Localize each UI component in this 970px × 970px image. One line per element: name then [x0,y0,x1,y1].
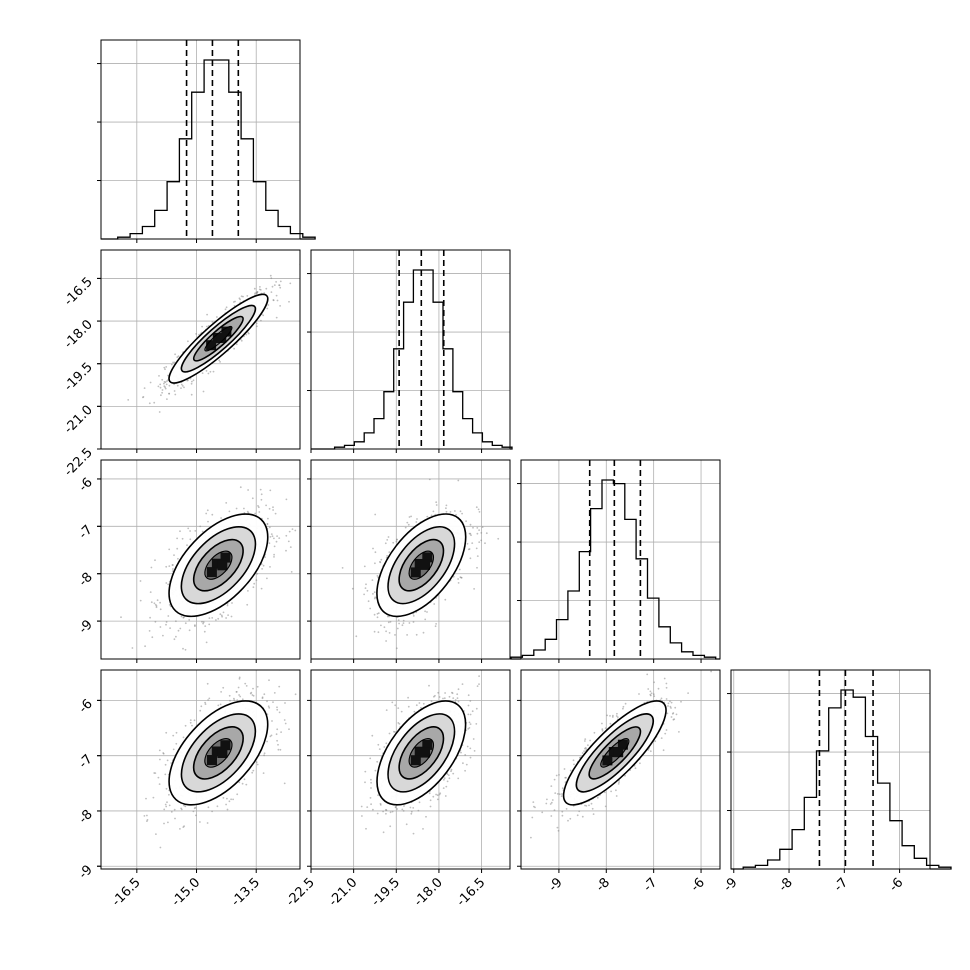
x-tick-label: -6 [887,875,907,895]
x-tick-label: -8 [776,875,796,895]
y-tick-label: -7 [76,523,96,543]
histogram-panel [310,249,511,450]
x-tick-label: -16.5 [454,875,488,909]
x-tick-label: -13.5 [229,875,263,909]
y-tick-label: -9 [76,862,96,882]
y-tick-label: -16.5 [61,275,95,309]
density-panel [100,459,301,660]
y-tick-label: -9 [76,617,96,637]
density-panel [310,459,511,660]
density-panel [520,669,721,870]
y-tick-label: -6 [76,475,96,495]
histogram-step [731,689,952,870]
x-tick-label: -7 [831,875,851,895]
y-tick-label: -18.0 [61,317,95,351]
density-panel [100,669,301,870]
histogram-step [510,479,720,660]
scatter-density-panel [341,478,500,650]
x-tick-label: -15.0 [169,875,203,909]
x-tick-label: -8 [593,875,613,895]
scatter-density-panel [360,675,480,835]
y-tick-label: -22.5 [61,445,95,479]
y-tick-label: -8 [76,807,96,827]
x-tick-label: -22.5 [283,875,317,909]
y-tick-label: -8 [76,570,96,590]
histogram-panel [100,39,301,240]
x-tick-label: -6 [688,875,708,895]
scatter-density-panel [143,670,297,849]
y-tick-label: -7 [76,752,96,772]
histogram-panel [520,459,721,660]
y-tick-label: -6 [76,697,96,717]
scatter-density-panel [120,486,297,651]
scatter-density-panel [530,670,712,839]
x-tick-label: -21.0 [326,875,360,909]
scatter-density-panel [127,263,300,413]
x-tick-label: -16.5 [109,875,143,909]
x-tick-label: -7 [641,875,661,895]
histogram-step [311,269,513,450]
y-tick-label: -19.5 [61,360,95,394]
x-tick-label: -18.0 [411,875,445,909]
density-panel [310,669,511,870]
x-tick-label: -19.5 [369,875,403,909]
x-tick-label: -9 [546,875,566,895]
histogram-panel [730,669,931,870]
density-panel [100,249,301,450]
y-tick-label: -21.0 [61,403,95,437]
histogram-step [101,59,316,240]
x-tick-label: -9 [721,875,741,895]
